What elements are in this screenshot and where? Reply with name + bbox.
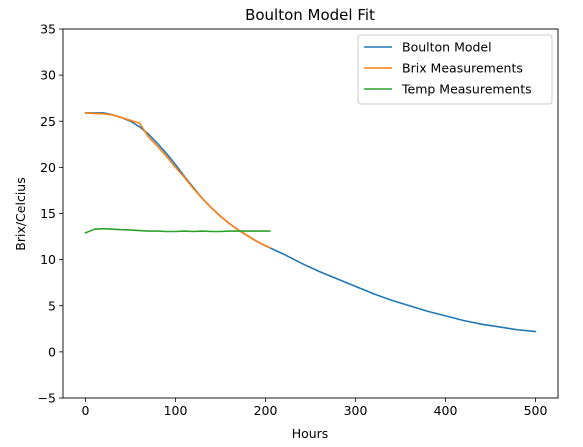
y-tick-label: −5	[38, 391, 56, 406]
legend-entry-0: Boulton Model	[402, 40, 492, 55]
y-tick-label: 10	[40, 252, 56, 267]
y-tick-label: 30	[40, 68, 56, 83]
legend: Boulton Model Brix Measurements Temp Measu…	[357, 34, 553, 105]
y-tick-label: 0	[48, 344, 56, 359]
x-axis-label: Hours	[292, 426, 329, 441]
x-axis-ticks: 0 100 200 300 400 500	[82, 398, 548, 418]
series-layer	[84, 112, 537, 333]
axes-frame	[62, 28, 559, 399]
x-tick-label: 400	[434, 403, 458, 418]
x-tick-label: 300	[344, 403, 368, 418]
x-tick-label: 0	[82, 403, 90, 418]
y-tick-label: 15	[40, 206, 56, 221]
series-line-0	[84, 112, 537, 333]
legend-box	[357, 34, 553, 105]
x-tick-label: 200	[254, 403, 278, 418]
y-tick-label: 25	[40, 114, 56, 129]
y-tick-label: 20	[40, 160, 56, 175]
series-line-1	[84, 112, 271, 249]
y-tick-label: 35	[40, 22, 56, 37]
series-line-2	[84, 227, 271, 234]
y-axis-ticks: −5 0 5 10 15 20 25 30 35	[38, 22, 63, 406]
y-axis-label: Brix/Celcius	[13, 177, 28, 250]
legend-entry-2: Temp Measurements	[401, 82, 532, 97]
x-tick-label: 100	[164, 403, 188, 418]
y-tick-label: 5	[48, 298, 56, 313]
chart-title: Boulton Model Fit	[245, 6, 375, 24]
legend-entry-1: Brix Measurements	[402, 61, 523, 76]
x-tick-label: 500	[524, 403, 548, 418]
